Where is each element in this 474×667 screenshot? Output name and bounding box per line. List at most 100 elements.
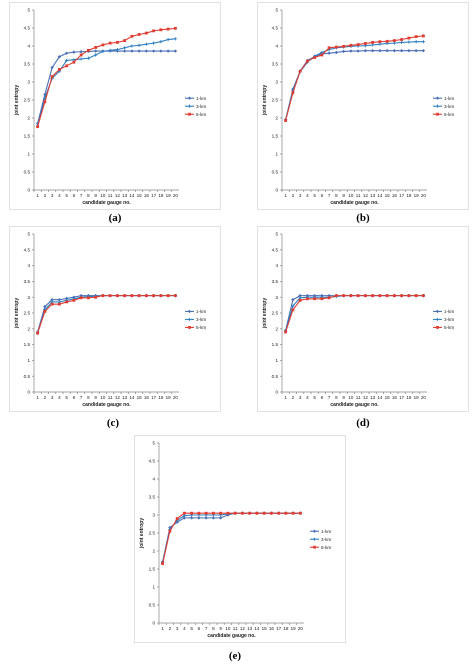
data-point [284,330,288,334]
legend-label: 3-km [444,104,454,109]
data-point [36,331,40,335]
y-tick-label: 1.5 [149,567,156,572]
y-tick-label: 0 [275,390,278,395]
data-point [64,296,69,301]
chart-svg-b: 00.511.522.533.544.551 2 3 4 5 6 7 8 9 10 11 12 13 14… [257,2,469,210]
data-point [108,41,112,45]
data-point [130,34,134,38]
x-tick-label: 4 [306,395,309,400]
y-tick-label: 4 [275,44,278,49]
data-point [50,75,54,78]
legend-label: 5-km [321,545,331,550]
y-tick-label: 2.5 [24,311,31,316]
x-tick-label: 15 [137,395,143,400]
data-point [371,294,375,298]
data-point [305,297,309,301]
chart-panel-e: 0 0.5 1 1.5 2 2.5 3 3.5 4 4.5 5 1 2 3 4 5 6 7 8 9 10 11 12 13 14… [134,435,346,643]
data-point [414,35,418,39]
y-axis-title: joint entropy [262,85,268,116]
data-point [421,294,425,298]
data-point [57,55,62,59]
legend-marker [435,317,440,322]
data-point [50,298,54,302]
data-point [115,41,119,44]
x-tick-label: 4 [58,193,61,198]
data-point [298,293,302,298]
y-tick-label: 1 [275,358,278,363]
chart-panel-a: 0 0.5 1 1.5 2 2.5 3 3.5 4 4.5 5 1 2 3 4 5 6 7 8 9 10 11 12 13 14… [9,2,221,210]
x-tick-label: 18 [158,193,164,198]
x-tick-label: 14 [254,626,260,631]
data-point [108,48,112,52]
x-tick-label: 2 [169,626,172,631]
data-point [291,304,295,308]
x-tick-label: 18 [158,395,164,400]
data-point [197,511,201,515]
data-point [370,48,375,53]
data-point [144,31,148,35]
y-tick-label: 4.5 [272,26,279,31]
data-point [371,41,375,44]
chart-panel-c: 0 0.5 1 1.5 2 2.5 3 3.5 4 4.5 5 1 2 3 4 5 6 7 8 9 10 11 12 13 14… [9,226,221,412]
data-point [64,51,69,55]
x-tick-label: 7 [328,193,331,198]
data-point [50,65,54,70]
data-point [385,48,389,53]
data-point [378,42,382,46]
x-tick-label: 13 [122,193,128,198]
x-tick-label: 14 [129,395,135,400]
y-axis-title: joint entropy [14,298,20,329]
legend-label: 1-km [196,309,206,314]
data-point [269,511,273,515]
series-5-km [284,294,425,334]
data-point [320,50,324,55]
data-point [400,38,404,41]
data-point [65,64,69,68]
x-tick-label: 15 [137,193,143,198]
data-point [166,27,170,31]
data-point [284,119,288,122]
data-point [211,511,215,515]
data-point [137,294,141,298]
series-5-km [161,511,302,565]
x-tick-label: 6 [73,395,76,400]
x-tick-label: 1 [36,395,39,400]
data-point [392,41,396,45]
x-tick-label: 6 [321,193,324,198]
y-tick-label: 2 [275,326,278,331]
x-tick-label: 10 [225,626,231,631]
data-point [233,511,237,515]
data-point [79,53,83,57]
legend-marker [187,317,192,322]
data-point [57,302,61,306]
x-tick-label: 10 [348,395,354,400]
y-tick-label: 0 [27,390,30,395]
data-point [152,29,156,33]
x-tick-label: 7 [80,395,83,400]
x-tick-label: 15 [385,193,391,198]
x-tick-label: 5 [190,626,193,631]
x-tick-label: 18 [406,193,412,198]
y-tick-label: 2.5 [272,311,279,316]
data-point [94,295,98,299]
y-tick-label: 3.5 [24,62,31,67]
data-point [378,40,382,44]
data-point [298,69,302,73]
x-axis-title: candidate gauge no. [330,200,379,206]
x-tick-label: 9 [342,193,345,198]
data-point [93,49,98,53]
legend-marker [187,96,192,100]
y-tick-label: 1.5 [272,342,279,347]
data-point [79,57,83,61]
chart-panel-b: 0 0.5 1 1.5 2 2.5 3 3.5 4 4.5 5 1 2 3 4 5 6 7 8 9 10 11 12 13 14… [257,2,469,210]
data-point [313,56,317,59]
x-tick-label: 12 [240,626,246,631]
x-tick-label: 9 [219,626,222,631]
data-point [414,40,418,44]
y-tick-label: 5 [27,8,30,13]
panel-label-a: (a) [108,212,122,224]
legend-label: 1-km [444,309,454,314]
y-tick-label: 0 [27,188,30,193]
data-point [349,294,353,298]
y-tick-label: 1 [27,358,30,363]
